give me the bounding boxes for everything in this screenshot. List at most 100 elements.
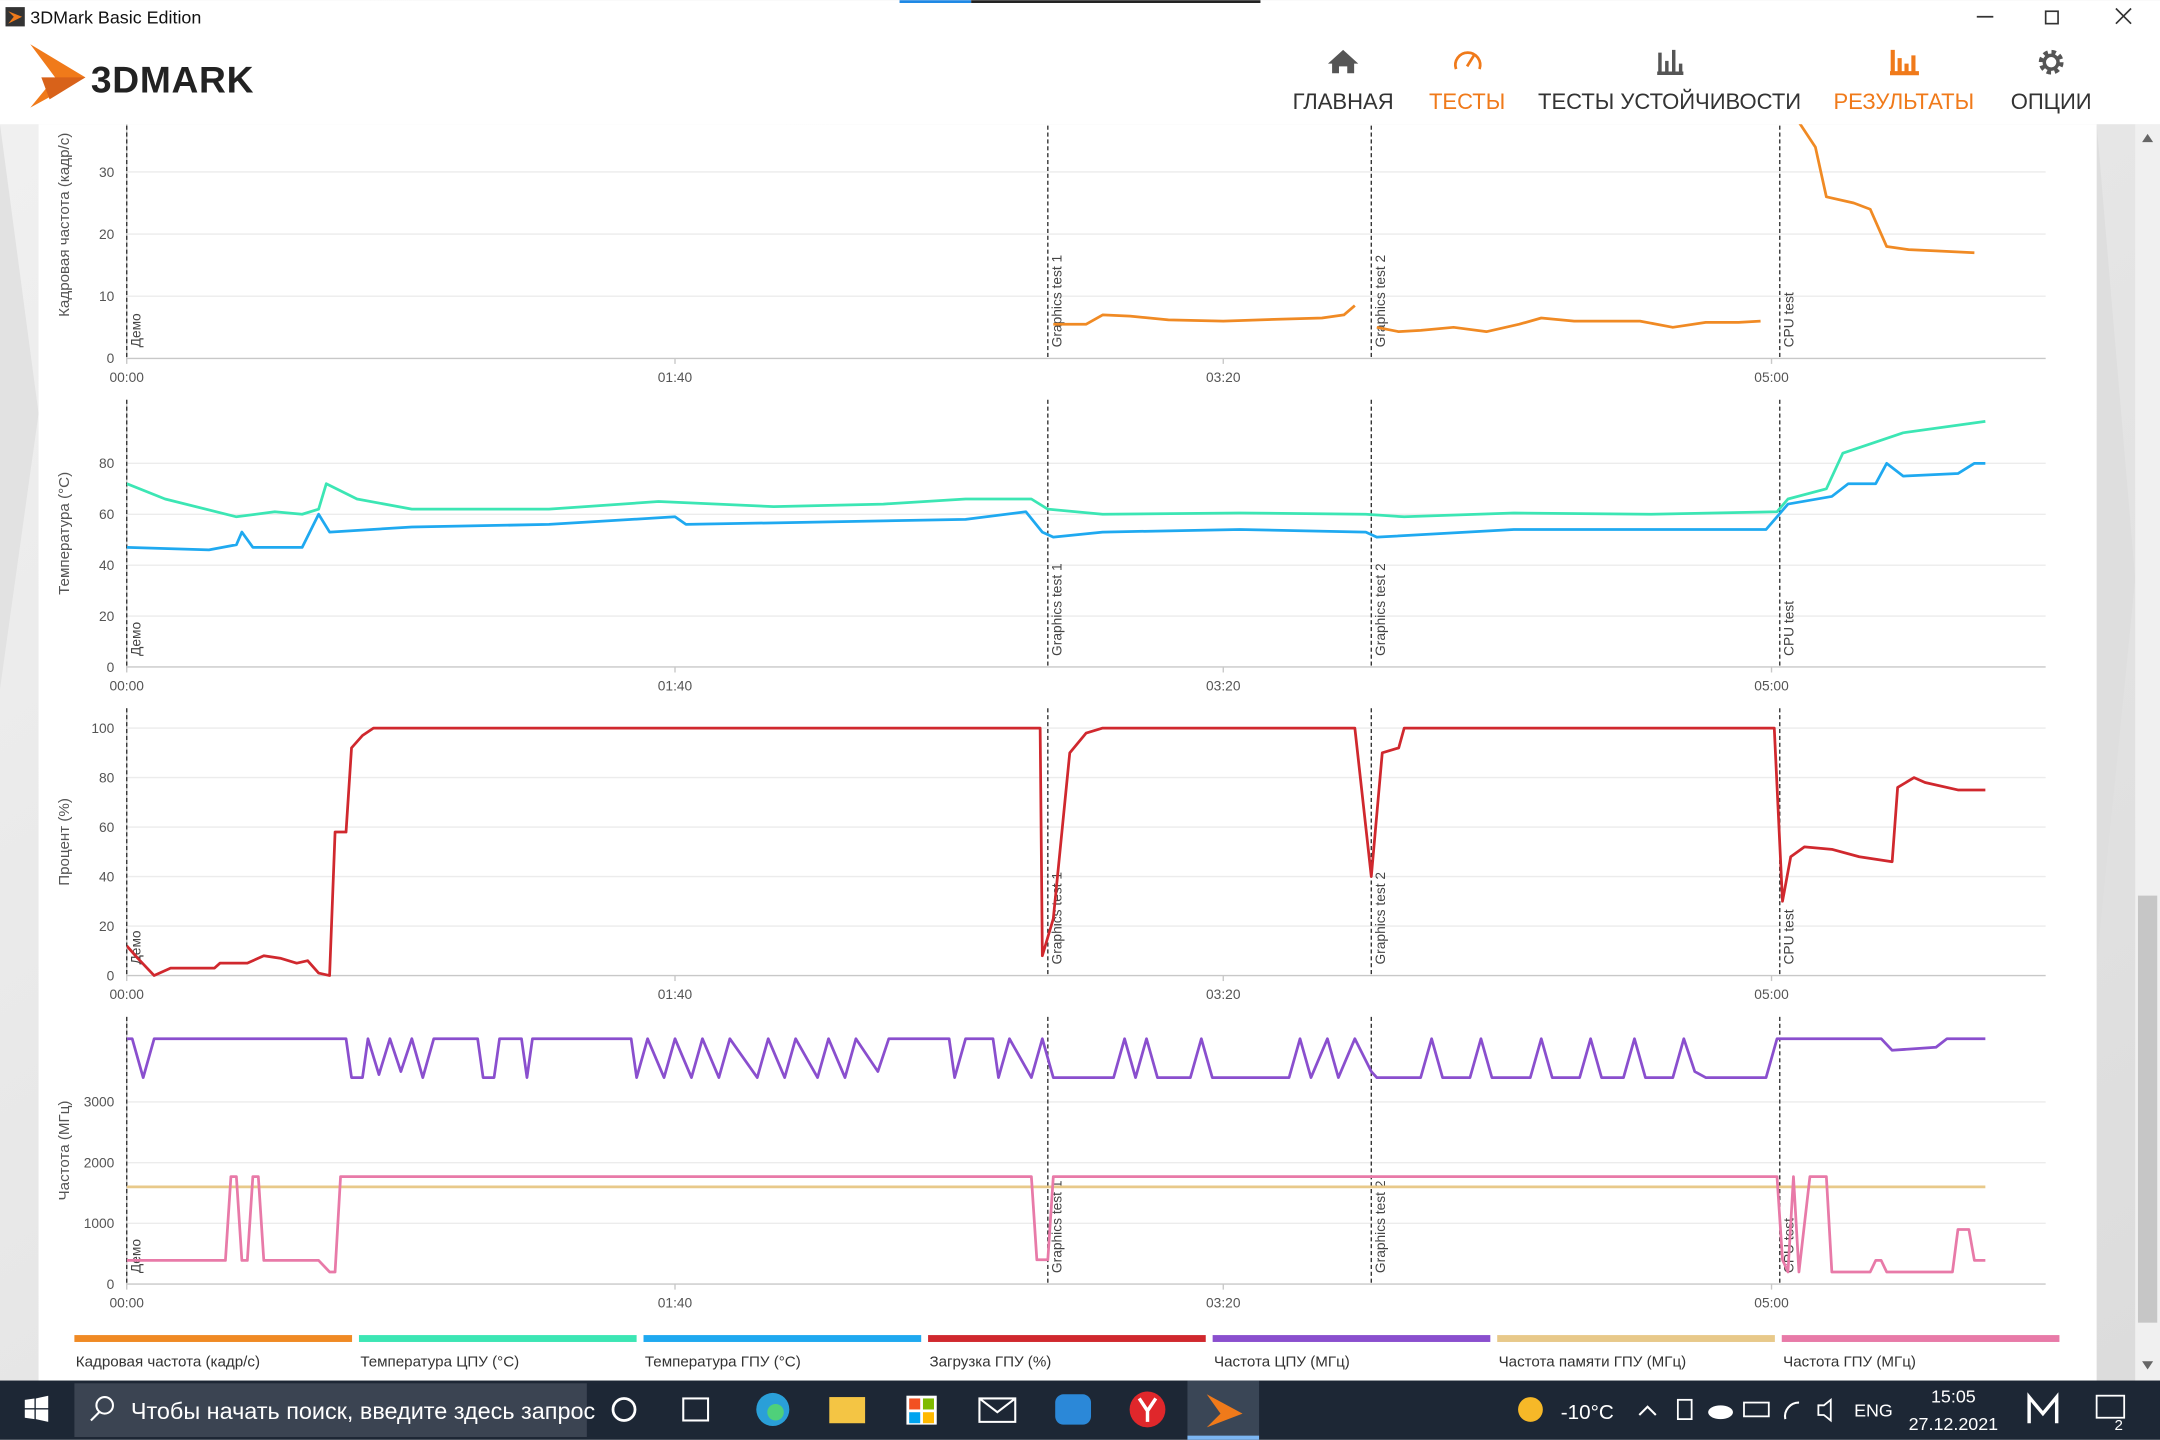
legend-swatch [1497, 1335, 1775, 1342]
y-tick-label: 2000 [84, 1155, 115, 1170]
y-tick-label: 80 [99, 770, 115, 785]
search-box[interactable] [74, 1383, 587, 1438]
x-tick-label: 03:20 [1206, 987, 1241, 1002]
series-group [126, 726, 1986, 977]
clock-date[interactable]: 27.12.2021 [1909, 1414, 1999, 1434]
test-marker-label: CPU test [1782, 292, 1797, 347]
series-line [126, 461, 1986, 552]
store-icon-tile [909, 1412, 921, 1424]
legend-label: Загрузка ГПУ (%) [929, 1354, 1051, 1371]
clock-time[interactable]: 15:05 [1931, 1387, 1976, 1407]
browser-icon-mark [1137, 1397, 1158, 1422]
task-view-button[interactable] [682, 1397, 710, 1422]
y-tick-label: 40 [99, 869, 115, 884]
legend-label: Частота памяти ГПУ (МГц) [1499, 1354, 1687, 1371]
chat-icon[interactable] [1055, 1394, 1092, 1425]
y-tick-label: 40 [99, 558, 115, 573]
logo-mark-shade [41, 77, 86, 100]
onedrive-icon[interactable] [1708, 1405, 1733, 1420]
cortana-button[interactable] [611, 1397, 637, 1422]
nav-label: ТЕСТЫ [1429, 89, 1505, 114]
weather-icon[interactable] [1518, 1397, 1543, 1422]
y-tick-label: 60 [99, 507, 115, 522]
tray-icon[interactable] [1676, 1398, 1693, 1421]
charts: 0 10 20 30 00:00 01:40 03:20 05:00 Кадровая част… [56, 91, 2046, 1311]
y-axis-title: Кадровая частота (кадр/с) [56, 133, 73, 317]
bg-facet [2096, 124, 2136, 965]
start-button[interactable] [24, 1395, 49, 1422]
notification-center[interactable] [2095, 1394, 2126, 1419]
legend-label: Температура ГПУ (°C) [645, 1354, 801, 1371]
series-group [126, 419, 1986, 552]
series-group [126, 1037, 1986, 1274]
y-tick-label: 100 [91, 721, 114, 736]
scroll-thumb[interactable] [2137, 895, 2158, 1323]
x-tick-label: 00:00 [110, 987, 145, 1002]
volume-icon[interactable] [1817, 1397, 1832, 1423]
battery-icon[interactable] [1743, 1401, 1770, 1418]
y-tick-label: 0 [107, 660, 115, 675]
close-button[interactable] [2115, 7, 2132, 25]
y-tick-label: 20 [99, 609, 115, 624]
test-marker-label: Graphics test 1 [1050, 872, 1065, 965]
scroll-up[interactable] [2142, 133, 2154, 143]
tray-app-icon[interactable] [2027, 1392, 2059, 1424]
search-icon-handle [90, 1411, 100, 1422]
mail-icon[interactable] [978, 1397, 1017, 1423]
nav-stress[interactable]: ТЕСТЫ УСТОЙЧИВОСТИ [1538, 49, 1801, 114]
language-indicator[interactable]: ENG [1854, 1400, 1893, 1420]
store-icon-tile [922, 1412, 934, 1424]
x-tick-label: 05:00 [1754, 1296, 1789, 1311]
gauge-icon [1454, 51, 1482, 70]
wifi-icon[interactable] [1784, 1401, 1800, 1420]
legend-label: Кадровая частота (кадр/с) [76, 1354, 260, 1371]
scroll-down[interactable] [2142, 1361, 2154, 1370]
legend-label: Частота ЦПУ (МГц) [1214, 1354, 1350, 1371]
chart: 0 20 40 60 80 00:00 01:40 03:20 05:00 Температура… [56, 399, 2046, 693]
search-icon [95, 1396, 114, 1415]
y-tick-label: 20 [99, 227, 115, 242]
x-tick-label: 00:00 [110, 370, 145, 385]
nav-home[interactable]: ГЛАВНАЯ [1293, 49, 1394, 114]
edge-icon-accent [767, 1403, 784, 1421]
test-marker-label: Graphics test 2 [1373, 1181, 1388, 1274]
y-tick-label: 1000 [84, 1216, 115, 1231]
test-marker-label: CPU test [1782, 909, 1797, 964]
content-panel [38, 124, 2097, 1381]
y-tick-label: 0 [107, 1277, 115, 1292]
tray-expand[interactable] [1638, 1405, 1657, 1416]
logo-text: 3DMARK [91, 59, 254, 101]
explorer-icon[interactable] [829, 1397, 866, 1424]
gear-hub [2042, 53, 2060, 71]
legend-swatch [1781, 1335, 2060, 1342]
nav-results[interactable]: РЕЗУЛЬТАТЫ [1833, 49, 1974, 114]
logo[interactable]: 3DMARK [30, 44, 254, 108]
chart: 0 1000 2000 3000 00:00 01:40 03:20 05:00 Частота… [56, 1016, 2046, 1311]
x-tick-label: 05:00 [1754, 370, 1789, 385]
restore-button[interactable] [2044, 10, 2059, 25]
y-tick-label: 0 [107, 968, 115, 983]
app-icon-mark [8, 11, 23, 24]
x-tick-label: 05:00 [1754, 987, 1789, 1002]
test-marker-label: Демо [129, 1239, 144, 1273]
nav-label: РЕЗУЛЬТАТЫ [1833, 89, 1974, 114]
legend-swatch [643, 1335, 922, 1342]
series-line [1053, 121, 1975, 334]
legend-label: Температура ЦПУ (°C) [360, 1354, 519, 1371]
y-tick-label: 80 [99, 456, 115, 471]
logo-mark [30, 44, 86, 108]
y-axis-title: Температура (°C) [56, 472, 73, 595]
nav-tests[interactable]: ТЕСТЫ [1429, 51, 1505, 114]
y-tick-label: 30 [99, 165, 115, 180]
store-icon-tile [909, 1398, 921, 1410]
test-marker-label: Демо [129, 622, 144, 656]
nav-options[interactable]: ОПЦИИ [2011, 49, 2092, 114]
x-tick-label: 01:40 [658, 678, 693, 693]
series-group [1053, 121, 1975, 334]
x-tick-label: 01:40 [658, 370, 693, 385]
x-tick-label: 03:20 [1206, 370, 1241, 385]
x-tick-label: 00:00 [110, 1296, 145, 1311]
y-tick-label: 10 [99, 289, 115, 304]
x-tick-label: 01:40 [658, 1296, 693, 1311]
test-marker-label: Graphics test 1 [1050, 563, 1065, 656]
